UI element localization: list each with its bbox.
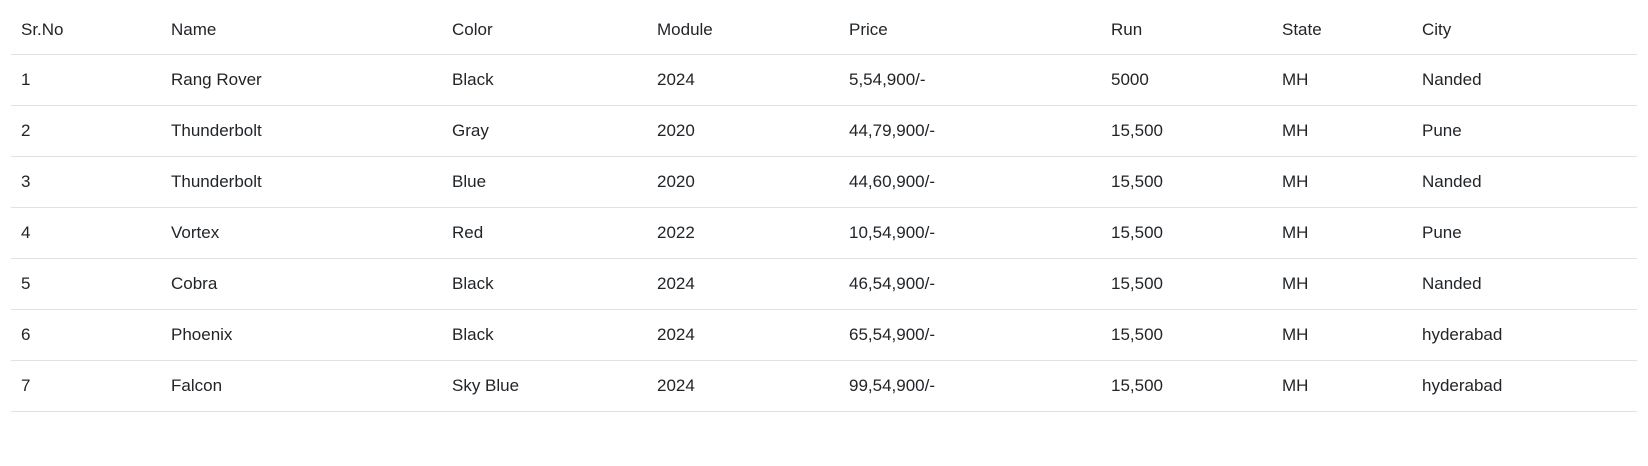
cell-state: MH xyxy=(1272,207,1412,259)
cell-price: 44,60,900/- xyxy=(839,156,1101,208)
cell-city: hyderabad xyxy=(1412,309,1637,361)
cell-name: Thunderbolt xyxy=(161,105,442,157)
cell-sr-no: 5 xyxy=(11,258,161,310)
cell-color: Blue xyxy=(442,156,647,208)
column-header-city: City xyxy=(1412,6,1637,55)
column-header-state: State xyxy=(1272,6,1412,55)
cell-name: Falcon xyxy=(161,360,442,412)
cell-module: 2020 xyxy=(647,105,839,157)
cell-module: 2022 xyxy=(647,207,839,259)
cell-module: 2024 xyxy=(647,258,839,310)
cell-sr-no: 4 xyxy=(11,207,161,259)
table-row: 5 Cobra Black 2024 46,54,900/- 15,500 MH Nanded xyxy=(11,258,1637,310)
cell-module: 2024 xyxy=(647,309,839,361)
table-row: 6 Phoenix Black 2024 65,54,900/- 15,500 MH hyde… xyxy=(11,309,1637,361)
cell-color: Sky Blue xyxy=(442,360,647,412)
cell-city: hyderabad xyxy=(1412,360,1637,412)
table-row: 7 Falcon Sky Blue 2024 99,54,900/- 15,500 MH hy… xyxy=(11,360,1637,412)
cell-state: MH xyxy=(1272,156,1412,208)
column-header-run: Run xyxy=(1101,6,1272,55)
cell-run: 15,500 xyxy=(1101,156,1272,208)
cell-color: Red xyxy=(442,207,647,259)
cell-sr-no: 1 xyxy=(11,54,161,106)
column-header-sr-no: Sr.No xyxy=(11,6,161,55)
column-header-price: Price xyxy=(839,6,1101,55)
cell-module: 2024 xyxy=(647,360,839,412)
cell-run: 15,500 xyxy=(1101,309,1272,361)
cell-name: Rang Rover xyxy=(161,54,442,106)
cell-run: 15,500 xyxy=(1101,207,1272,259)
cell-module: 2020 xyxy=(647,156,839,208)
column-header-color: Color xyxy=(442,6,647,55)
cell-name: Thunderbolt xyxy=(161,156,442,208)
cell-city: Pune xyxy=(1412,207,1637,259)
cell-city: Nanded xyxy=(1412,258,1637,310)
table-header-row: Sr.No Name Color Module Price Run State City xyxy=(11,6,1637,55)
cell-state: MH xyxy=(1272,54,1412,106)
cell-sr-no: 2 xyxy=(11,105,161,157)
cell-sr-no: 7 xyxy=(11,360,161,412)
cell-name: Phoenix xyxy=(161,309,442,361)
cell-city: Pune xyxy=(1412,105,1637,157)
cell-run: 15,500 xyxy=(1101,360,1272,412)
cell-module: 2024 xyxy=(647,54,839,106)
column-header-module: Module xyxy=(647,6,839,55)
cell-state: MH xyxy=(1272,258,1412,310)
table-row: 4 Vortex Red 2022 10,54,900/- 15,500 MH Pune xyxy=(11,207,1637,259)
cell-state: MH xyxy=(1272,105,1412,157)
cell-color: Gray xyxy=(442,105,647,157)
cell-name: Vortex xyxy=(161,207,442,259)
cell-state: MH xyxy=(1272,360,1412,412)
cell-price: 65,54,900/- xyxy=(839,309,1101,361)
cell-price: 10,54,900/- xyxy=(839,207,1101,259)
cell-sr-no: 3 xyxy=(11,156,161,208)
cell-state: MH xyxy=(1272,309,1412,361)
column-header-name: Name xyxy=(161,6,442,55)
cell-color: Black xyxy=(442,54,647,106)
cell-city: Nanded xyxy=(1412,54,1637,106)
cell-run: 5000 xyxy=(1101,54,1272,106)
table-row: 3 Thunderbolt Blue 2020 44,60,900/- 15,500 MH N… xyxy=(11,156,1637,208)
cell-price: 44,79,900/- xyxy=(839,105,1101,157)
table-row: 1 Rang Rover Black 2024 5,54,900/- 5000 MH Nand… xyxy=(11,54,1637,106)
cell-run: 15,500 xyxy=(1101,258,1272,310)
cell-price: 5,54,900/- xyxy=(839,54,1101,106)
cell-color: Black xyxy=(442,258,647,310)
cell-name: Cobra xyxy=(161,258,442,310)
cell-price: 99,54,900/- xyxy=(839,360,1101,412)
cell-price: 46,54,900/- xyxy=(839,258,1101,310)
table-row: 2 Thunderbolt Gray 2020 44,79,900/- 15,500 MH P… xyxy=(11,105,1637,157)
cell-sr-no: 6 xyxy=(11,309,161,361)
cell-city: Nanded xyxy=(1412,156,1637,208)
cell-run: 15,500 xyxy=(1101,105,1272,157)
cell-color: Black xyxy=(442,309,647,361)
